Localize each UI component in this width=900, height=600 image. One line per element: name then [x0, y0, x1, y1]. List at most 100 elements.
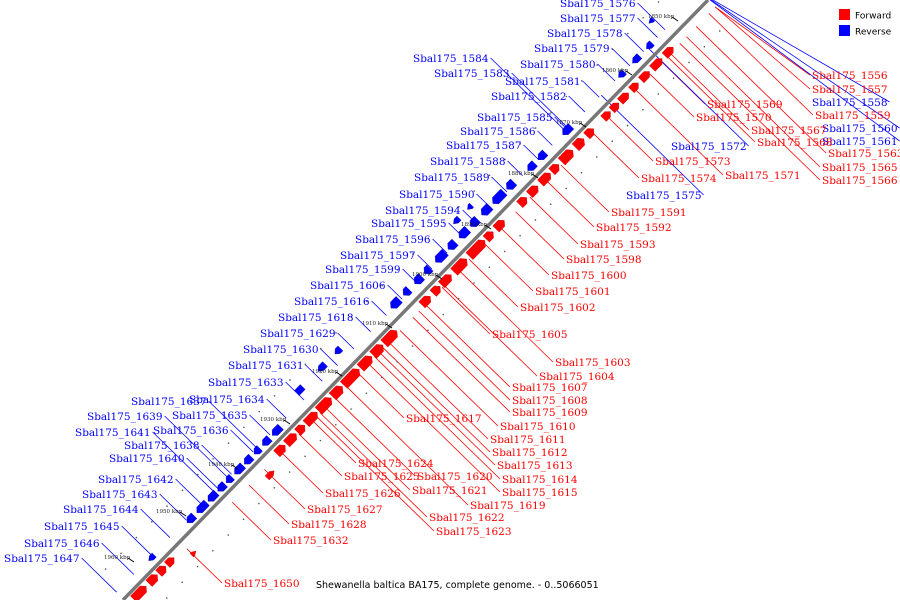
leader-line — [592, 132, 640, 179]
gene-glyph — [548, 164, 560, 176]
gene-label: Sbal175_1574 — [641, 173, 717, 185]
reverse-gene-feature — [562, 123, 575, 135]
gene-label: Sbal175_1600 — [551, 270, 627, 282]
gene-label: Sbal175_1619 — [470, 500, 546, 512]
leader-line — [695, 26, 827, 154]
gene-label: Sbal175_1569 — [707, 99, 783, 111]
gene-label: Sbal175_1643 — [82, 489, 158, 501]
forward-gene-feature — [328, 385, 344, 401]
gene-glyph — [526, 185, 539, 198]
leader-line — [490, 57, 567, 132]
forward-gene-feature — [608, 102, 620, 114]
forward-gene-feature — [548, 164, 560, 176]
kbp-tick-mark — [335, 371, 343, 377]
tick-dot — [442, 221, 445, 224]
tick-dot — [227, 534, 230, 536]
forward-gene-feature — [661, 46, 674, 59]
leader-line — [249, 414, 271, 436]
gene-label: Sbal175_1613 — [497, 460, 573, 472]
forward-gene-feature — [189, 550, 197, 558]
leader-line — [378, 351, 496, 466]
reverse-gene-feature — [317, 361, 328, 372]
leader-line — [568, 95, 586, 113]
gene-glyph — [632, 53, 643, 64]
gene-labels: Sbal175_1556Sbal175_1557Sbal175_1558Sbal… — [4, 0, 900, 590]
tick-dot — [442, 313, 445, 316]
gene-label: Sbal175_1610 — [500, 421, 576, 433]
leader-line — [624, 32, 644, 52]
leader-line — [298, 433, 343, 477]
tick-dot — [519, 234, 521, 237]
kbp-tick-mark — [579, 122, 587, 128]
reverse-gene-feature — [253, 445, 263, 455]
kbp-tick-mark — [385, 323, 393, 329]
gene-label: Sbal175_1582 — [491, 91, 567, 103]
minor-tick-dots — [104, 1, 721, 599]
leader-line — [387, 284, 403, 300]
gene-label: Sbal175_1599 — [325, 264, 401, 276]
leader-line — [280, 451, 324, 494]
gene-label: Sbal175_1617 — [406, 413, 482, 425]
gene-label: Sbal175_1579 — [534, 43, 610, 55]
leader-line — [248, 484, 290, 525]
leader-line — [515, 211, 565, 260]
forward-gene-feature — [130, 585, 147, 600]
kbp-tick-label: 1860 kbp — [602, 68, 629, 74]
kbp-tick-mark — [531, 173, 539, 179]
tick-dot — [657, 1, 660, 3]
reverse-gene-feature — [262, 435, 273, 446]
kbp-tick-label: 1930 kbp — [260, 417, 287, 423]
reverse-gene-feature — [469, 215, 481, 227]
tick-dot — [412, 253, 414, 255]
gene-glyph — [217, 481, 228, 492]
leader-line — [374, 356, 501, 480]
gene-label: Sbal175_1592 — [596, 222, 672, 234]
gene-glyph — [646, 40, 655, 50]
leader-line — [597, 63, 616, 82]
leader-line — [637, 2, 666, 31]
leader-line — [140, 508, 171, 538]
tick-dot — [580, 79, 583, 82]
tick-dot — [150, 521, 153, 523]
leader-line — [164, 415, 229, 479]
gene-glyph — [155, 565, 167, 577]
gene-label: Sbal175_1642 — [98, 474, 174, 486]
tick-dot — [304, 363, 307, 366]
gene-glyph — [628, 82, 639, 94]
leader-line — [649, 73, 695, 118]
gene-label: Sbal175_1650 — [224, 578, 300, 590]
tick-dot — [319, 439, 322, 442]
tick-dot — [181, 581, 183, 584]
gene-glyph — [294, 424, 306, 436]
tick-dot — [350, 316, 353, 318]
gene-label: Sbal175_1597 — [340, 250, 416, 262]
leader-line — [484, 243, 534, 292]
gene-glyph — [390, 296, 403, 309]
tick-dot — [611, 140, 614, 143]
reverse-gene-feature — [186, 512, 198, 523]
gene-label: Sbal175_1630 — [243, 344, 319, 356]
gene-glyph — [189, 550, 197, 558]
leader-line — [399, 330, 499, 427]
gene-label: Sbal175_1636 — [153, 425, 229, 437]
gene-label: Sbal175_1559 — [815, 110, 891, 122]
reverse-gene-feature — [294, 384, 306, 396]
tick-dot — [473, 282, 475, 284]
gene-label: Sbal175_1572 — [671, 141, 747, 153]
gene-glyph — [402, 286, 413, 296]
leader-line — [529, 196, 579, 245]
gene-glyph — [458, 225, 472, 239]
gene-label: Sbal175_1603 — [555, 357, 631, 369]
gene-glyph — [207, 489, 220, 502]
gene-label: Sbal175_1571 — [725, 170, 801, 182]
gene-glyph — [283, 433, 297, 448]
leader-line — [418, 310, 511, 401]
leader-line — [537, 130, 553, 146]
gene-glyph — [264, 470, 275, 481]
leader-line — [230, 429, 254, 453]
kbp-ticks: 1850 kbp 1860 kbp 1870 kbp 1880 kbp 1890 kbp… — [104, 14, 679, 563]
gene-glyph — [186, 512, 198, 523]
gene-label: Sbal175_1557 — [812, 84, 888, 96]
leader-line — [345, 385, 469, 506]
leader-line — [320, 348, 338, 366]
